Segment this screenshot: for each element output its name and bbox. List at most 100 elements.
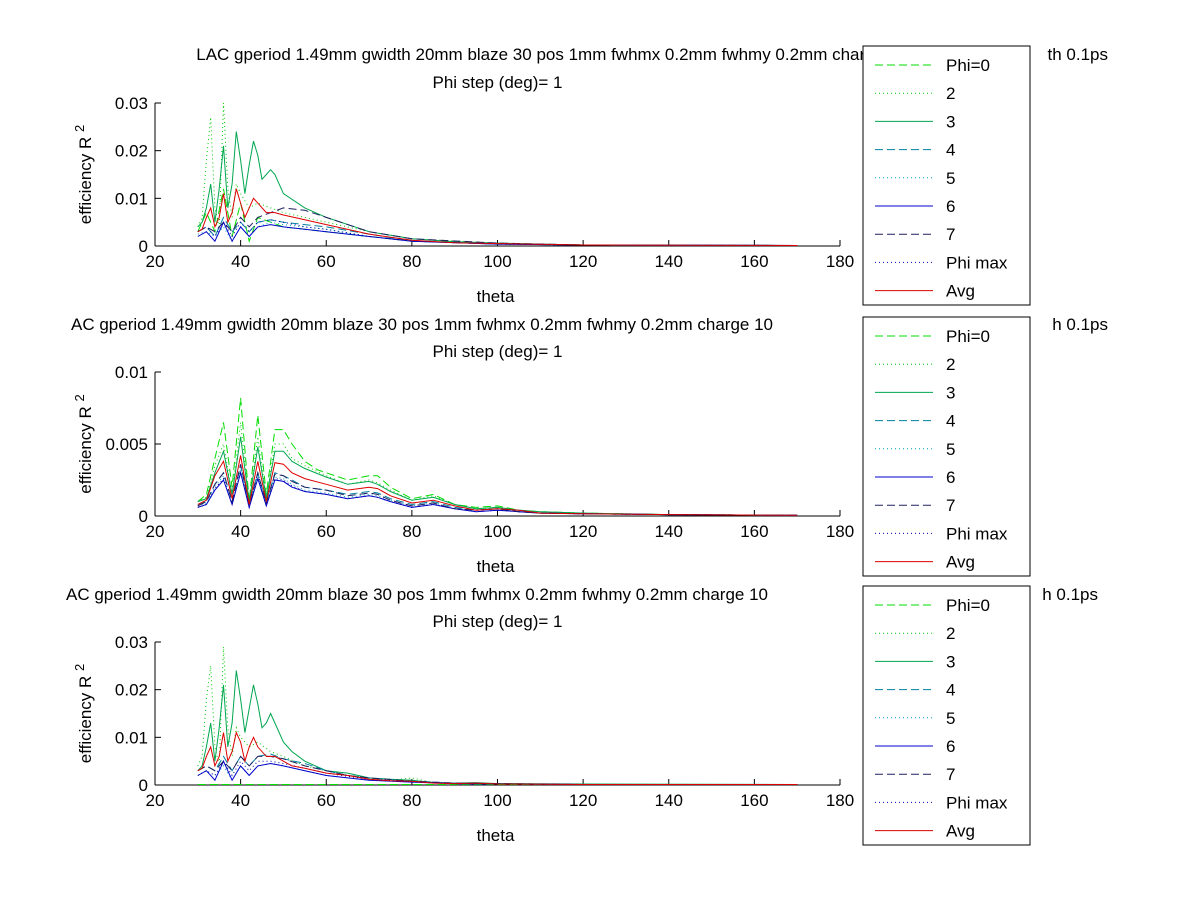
legend-entry-label: 4 <box>946 141 955 160</box>
x-axis-label: theta <box>477 826 515 845</box>
chart-subtitle: Phi step (deg)= 1 <box>433 342 563 361</box>
series-group <box>197 646 798 785</box>
x-tick-label: 40 <box>231 522 250 541</box>
x-tick-label: 160 <box>740 522 768 541</box>
x-tick-label: 80 <box>402 791 421 810</box>
legend-entry-label: 5 <box>946 709 955 728</box>
y-axis-label: efficiency R 2 <box>72 125 95 225</box>
y-axis-label: efficiency R 2 <box>72 394 95 494</box>
series-line-3 <box>197 131 798 246</box>
y-axis-label: efficiency R 2 <box>72 664 95 764</box>
x-tick-label: 100 <box>483 791 511 810</box>
legend-entry-label: 2 <box>946 84 955 103</box>
x-tick-label: 60 <box>317 522 336 541</box>
legend-entry-label: 7 <box>946 496 955 515</box>
legend-box <box>862 316 1031 577</box>
x-tick-label: 140 <box>655 522 683 541</box>
y-tick-label: 0 <box>139 776 148 795</box>
x-tick-label: 140 <box>655 791 683 810</box>
series-group <box>197 397 798 516</box>
legend-entry-label: 2 <box>946 624 955 643</box>
legend-entry-label: 7 <box>946 225 955 244</box>
x-axis-label: theta <box>477 287 515 306</box>
x-tick-label: 100 <box>483 522 511 541</box>
legend-box <box>862 45 1031 306</box>
x-tick-label: 160 <box>740 252 768 271</box>
series-line-7 <box>197 464 798 516</box>
y-tick-label: 0.03 <box>115 94 148 113</box>
legend-entry-label: 7 <box>946 765 955 784</box>
x-tick-label: 80 <box>402 522 421 541</box>
x-tick-label: 120 <box>569 252 597 271</box>
x-tick-label: 40 <box>231 791 250 810</box>
x-tick-label: 20 <box>146 252 165 271</box>
x-tick-label: 120 <box>569 791 597 810</box>
series-group <box>197 102 798 246</box>
chart-subtitle: Phi step (deg)= 1 <box>433 73 563 92</box>
legend-entry-label: 2 <box>946 355 955 374</box>
legend-entry-label: 5 <box>946 440 955 459</box>
series-line-6 <box>197 470 798 516</box>
x-tick-label: 80 <box>402 252 421 271</box>
y-tick-label: 0.01 <box>115 189 148 208</box>
legend-entry-label: 4 <box>946 412 955 431</box>
legend: Phi=0 2 3 4 5 6 7 Phi max Avg <box>862 316 1031 577</box>
y-tick-label: 0.005 <box>105 435 148 454</box>
legend-entry-label: Phi max <box>946 524 1008 543</box>
chart-title-line1-right: th 0.1ps <box>1048 45 1109 64</box>
x-tick-label: 60 <box>317 252 336 271</box>
x-tick-label: 20 <box>146 791 165 810</box>
legend-entry-label: Avg <box>946 553 975 572</box>
legend: Phi=0 2 3 4 5 6 7 Phi max Avg <box>862 45 1031 306</box>
chart-title-line1: AC gperiod 1.49mm gwidth 20mm blaze 30 p… <box>66 585 768 604</box>
y-tick-label: 0 <box>139 237 148 256</box>
x-tick-label: 160 <box>740 791 768 810</box>
y-tick-label: 0.02 <box>115 681 148 700</box>
chart-title-line1-right: h 0.1ps <box>1042 585 1098 604</box>
legend-entry-label: 3 <box>946 112 955 131</box>
x-tick-label: 60 <box>317 791 336 810</box>
legend-entry-label: 5 <box>946 169 955 188</box>
legend-entry-label: Phi=0 <box>946 327 990 346</box>
legend-entry-label: Phi max <box>946 793 1008 812</box>
chart-panel-1: LAC gperiod 1.49mm gwidth 20mm blaze 30 … <box>72 45 1108 306</box>
x-tick-label: 20 <box>146 522 165 541</box>
legend-entry-label: Avg <box>946 282 975 301</box>
chart-title-line1-right: h 0.1ps <box>1052 315 1108 334</box>
legend-entry-label: 6 <box>946 468 955 487</box>
series-line-5 <box>197 762 798 785</box>
series-line-5 <box>197 221 798 246</box>
legend-entry-label: Phi=0 <box>946 596 990 615</box>
chart-subtitle: Phi step (deg)= 1 <box>433 612 563 631</box>
legend-entry-label: Phi=0 <box>946 56 990 75</box>
chart-title-line1: LAC gperiod 1.49mm gwidth 20mm blaze 30 … <box>196 45 907 64</box>
y-tick-label: 0.02 <box>115 142 148 161</box>
series-line-7 <box>197 755 798 785</box>
legend-box <box>862 585 1031 846</box>
x-tick-label: 180 <box>826 522 854 541</box>
y-tick-label: 0.03 <box>115 633 148 652</box>
y-tick-label: 0.01 <box>115 363 148 382</box>
legend: Phi=0 2 3 4 5 6 7 Phi max Avg <box>862 585 1031 846</box>
x-tick-label: 140 <box>655 252 683 271</box>
legend-entry-label: 4 <box>946 681 955 700</box>
series-line-avg <box>197 188 798 246</box>
legend-entry-label: 6 <box>946 737 955 756</box>
x-tick-label: 180 <box>826 252 854 271</box>
legend-entry-label: 6 <box>946 197 955 216</box>
series-line-phi-max <box>197 760 798 785</box>
series-line-avg <box>197 455 798 516</box>
legend-entry-label: 3 <box>946 652 955 671</box>
legend-entry-label: 3 <box>946 383 955 402</box>
y-tick-label: 0 <box>139 507 148 526</box>
chart-panel-3: AC gperiod 1.49mm gwidth 20mm blaze 30 p… <box>66 585 1098 846</box>
x-tick-label: 100 <box>483 252 511 271</box>
x-tick-label: 180 <box>826 791 854 810</box>
x-tick-label: 40 <box>231 252 250 271</box>
y-tick-label: 0.01 <box>115 728 148 747</box>
series-line-5 <box>197 469 798 516</box>
series-line-phi-0 <box>197 397 798 516</box>
chart-panel-2: AC gperiod 1.49mm gwidth 20mm blaze 30 p… <box>71 315 1108 577</box>
legend-entry-label: Phi max <box>946 253 1008 272</box>
